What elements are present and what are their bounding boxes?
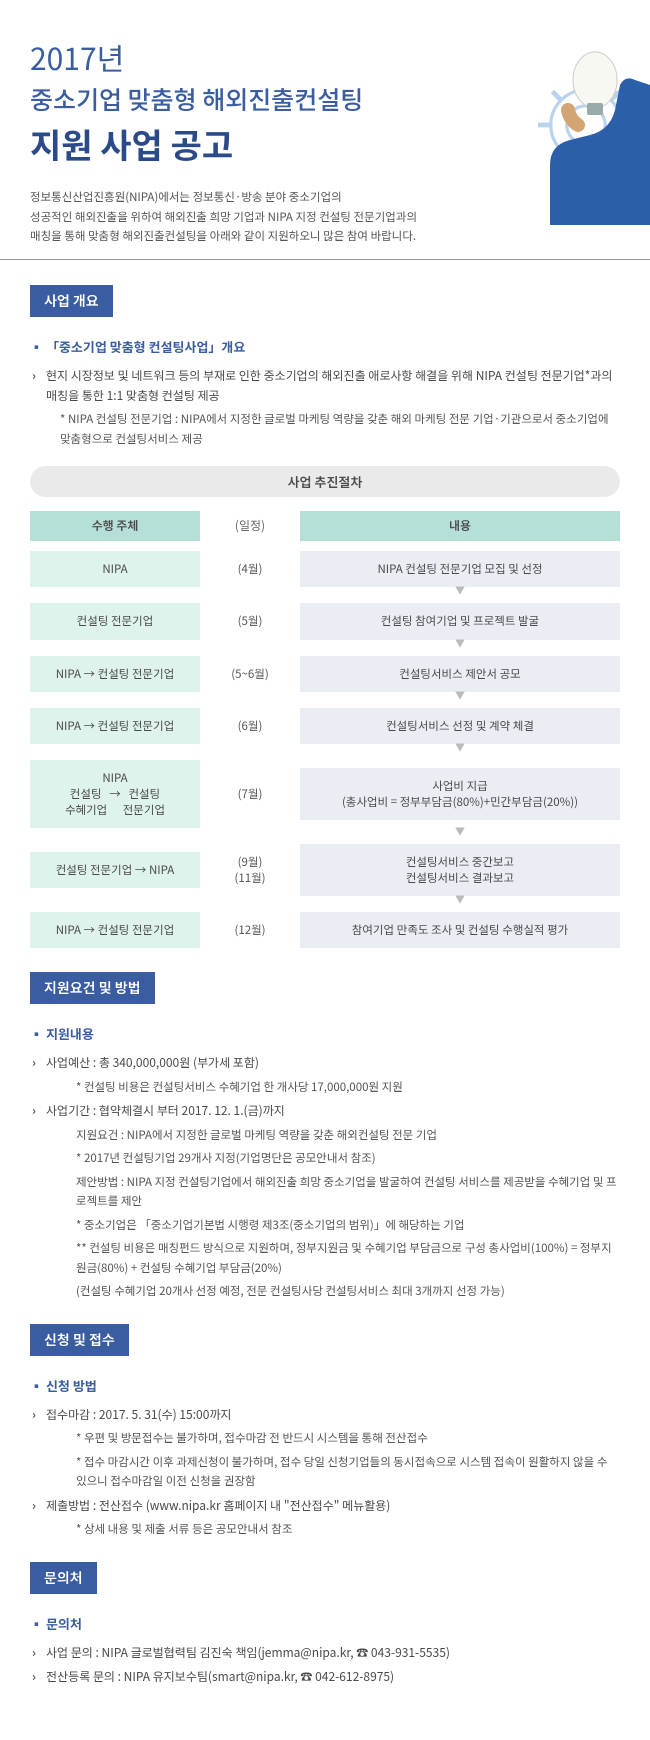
process-right-cell: 참여기업 만족도 조사 및 컨설팅 수행실적 평가: [300, 912, 620, 948]
process-row: 컨설팅 전문기업(5월)컨설팅 참여기업 및 프로젝트 발굴: [30, 603, 620, 639]
contact-subhead: 문의처: [30, 1614, 620, 1633]
arrow-down-icon: ▼: [300, 640, 620, 646]
process-head-right: 내용: [300, 511, 620, 542]
arrow-down-icon: ▼: [300, 587, 620, 593]
support-subhead: 지원내용: [30, 1024, 620, 1043]
apply-item: 접수마감 : 2017. 5. 31(수) 15:00까지: [46, 1405, 620, 1425]
process-left-cell: NIPA → 컨설팅 전문기업: [30, 708, 200, 744]
overview-note: * NIPA 컨설팅 전문기업 : NIPA에서 지정한 글로벌 마케팅 역량을…: [30, 410, 620, 449]
contact-section: 문의처 문의처 사업 문의 : NIPA 글로벌협력팀 김진숙 책임(jemma…: [30, 1562, 620, 1688]
process-right-cell: 사업비 지급 (총사업비 = 정부부담금(80%)+민간부담금(20%)): [300, 768, 620, 820]
process-row: NIPA 컨설팅 → 컨설팅 수혜기업 전문기업(7월)사업비 지급 (총사업비…: [30, 760, 620, 828]
process-row: NIPA(4월)NIPA 컨설팅 전문기업 모집 및 선정: [30, 551, 620, 587]
process-mid-cell: (5월): [200, 613, 300, 629]
support-subnote: ** 컨설팅 비용은 매칭펀드 방식으로 지원하며, 정부지원금 및 수혜기업 …: [46, 1239, 620, 1278]
section-tag-contact: 문의처: [30, 1562, 97, 1594]
support-subnote: * 2017년 컨설팅기업 29개사 지정(기업명단은 공모안내서 참조): [46, 1149, 620, 1169]
arrow-down-icon: ▼: [300, 896, 620, 902]
arrow-down-icon: ▼: [300, 744, 620, 750]
process-left-cell: 컨설팅 전문기업: [30, 603, 200, 639]
support-subnote: * 중소기업은 「중소기업기본법 시행령 제3조(중소기업의 범위)」에 해당하…: [46, 1216, 620, 1236]
process-right-cell: 컨설팅서비스 중간보고 컨설팅서비스 결과보고: [300, 844, 620, 896]
apply-subnote: * 우편 및 방문접수는 불가하며, 접수마감 전 반드시 시스템을 통해 전산…: [46, 1429, 620, 1449]
process-mid-cell: (5~6월): [200, 666, 300, 682]
bulb-hand-icon: [480, 25, 650, 225]
process-head-mid: (일정): [200, 517, 300, 534]
process-table: 수행 주체 (일정) 내용 NIPA(4월)NIPA 컨설팅 전문기업 모집 및…: [30, 511, 620, 949]
process-left-cell: NIPA 컨설팅 → 컨설팅 수혜기업 전문기업: [30, 760, 200, 828]
overview-subhead: 「중소기업 맞춤형 컨설팅사업」개요: [30, 337, 620, 356]
support-subnote: 제안방법 : NIPA 지정 컨설팅기업에서 해외진출 희망 중소기업을 발굴하…: [46, 1173, 620, 1212]
process-left-cell: NIPA → 컨설팅 전문기업: [30, 912, 200, 948]
apply-section: 신청 및 접수 신청 방법 접수마감 : 2017. 5. 31(수) 15:0…: [30, 1324, 620, 1540]
process-row: NIPA → 컨설팅 전문기업(12월)참여기업 만족도 조사 및 컨설팅 수행…: [30, 912, 620, 948]
overview-bullet: 현지 시장정보 및 네트워크 등의 부재로 인한 중소기업의 해외진출 애로사항…: [46, 366, 620, 407]
apply-subnote: * 접수 마감시간 이후 과제신청이 불가하며, 접수 당일 신청기업들의 동시…: [46, 1453, 620, 1492]
process-row: NIPA → 컨설팅 전문기업(6월)컨설팅서비스 선정 및 계약 체결: [30, 708, 620, 744]
separator: [0, 259, 650, 260]
process-left-cell: 컨설팅 전문기업 → NIPA: [30, 852, 200, 888]
support-subnote: (컨설팅 수혜기업 20개사 선정 예정, 전문 컨설팅사당 컨설팅서비스 최대…: [46, 1282, 620, 1302]
support-item: 사업기간 : 협약체결시 부터 2017. 12. 1.(금)까지: [46, 1101, 620, 1121]
apply-subnote: * 상세 내용 및 제출 서류 등은 공모안내서 참조: [46, 1520, 620, 1540]
process-mid-cell: (4월): [200, 561, 300, 577]
section-tag-overview: 사업 개요: [30, 285, 113, 317]
overview-section: 사업 개요 「중소기업 맞춤형 컨설팅사업」개요 현지 시장정보 및 네트워크 …: [30, 285, 620, 949]
header: 2017년 중소기업 맞춤형 해외진출컨설팅 지원 사업 공고 정보통신산업진흥…: [30, 35, 620, 247]
apply-subhead: 신청 방법: [30, 1376, 620, 1395]
process-mid-cell: (9월) (11월): [200, 854, 300, 886]
process-row: 컨설팅 전문기업 → NIPA(9월) (11월)컨설팅서비스 중간보고 컨설팅…: [30, 844, 620, 896]
support-subnote: * 컨설팅 비용은 컨설팅서비스 수혜기업 한 개사당 17,000,000원 …: [46, 1078, 620, 1098]
process-mid-cell: (7월): [200, 786, 300, 802]
process-title: 사업 추진절차: [30, 466, 620, 497]
process-mid-cell: (6월): [200, 718, 300, 734]
process-head-left: 수행 주체: [30, 511, 200, 542]
arrow-down-icon: ▼: [300, 828, 620, 834]
process-left-cell: NIPA → 컨설팅 전문기업: [30, 656, 200, 692]
section-tag-support: 지원요건 및 방법: [30, 972, 155, 1004]
support-item: 사업예산 : 총 340,000,000원 (부가세 포함): [46, 1053, 620, 1073]
support-subnote: 지원요건 : NIPA에서 지정한 글로벌 마케팅 역량을 갖춘 해외컨설팅 전…: [46, 1126, 620, 1146]
apply-item: 제출방법 : 전산접수 (www.nipa.kr 홈페이지 내 "전산접수" 메…: [46, 1496, 620, 1516]
process-mid-cell: (12월): [200, 922, 300, 938]
process-left-cell: NIPA: [30, 551, 200, 587]
process-row: NIPA → 컨설팅 전문기업(5~6월)컨설팅서비스 제안서 공모: [30, 656, 620, 692]
section-tag-apply: 신청 및 접수: [30, 1324, 129, 1356]
contact-item: 전산등록 문의 : NIPA 유지보수팀(smart@nipa.kr, ☎ 04…: [46, 1667, 620, 1687]
support-section: 지원요건 및 방법 지원내용 사업예산 : 총 340,000,000원 (부가…: [30, 972, 620, 1302]
arrow-down-icon: ▼: [300, 692, 620, 698]
contact-item: 사업 문의 : NIPA 글로벌협력팀 김진숙 책임(jemma@nipa.kr…: [46, 1643, 620, 1663]
